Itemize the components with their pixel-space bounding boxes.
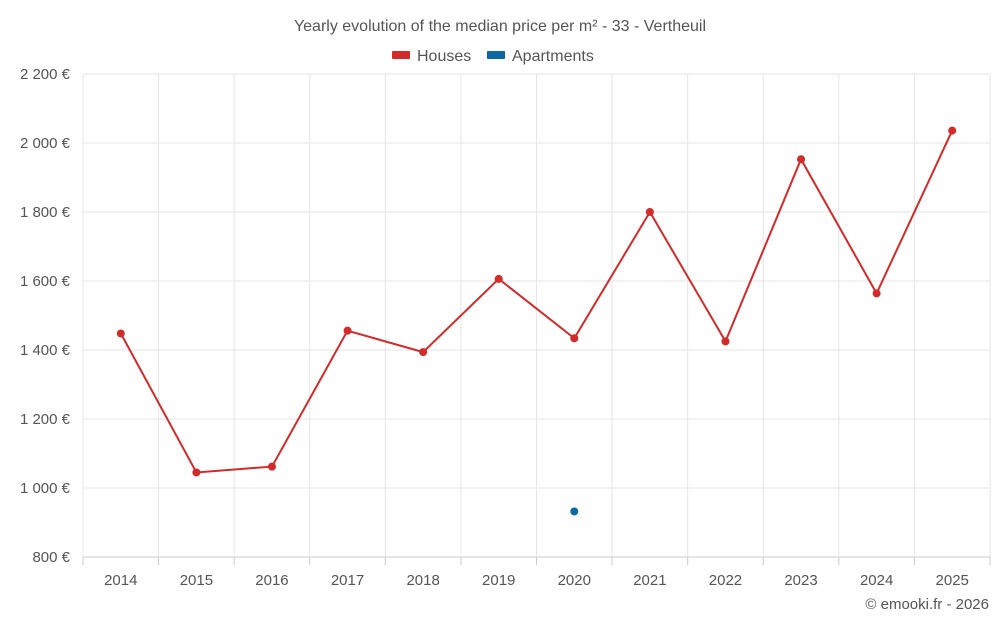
y-tick-label: 800 € — [32, 549, 70, 566]
data-point-houses[interactable] — [797, 155, 806, 164]
legend-label-houses: Houses — [417, 48, 471, 65]
x-tick-label: 2024 — [860, 572, 893, 589]
x-tick-label: 2022 — [709, 572, 742, 589]
data-point-houses[interactable] — [494, 274, 503, 283]
x-tick-label: 2016 — [255, 572, 288, 589]
data-point-houses[interactable] — [721, 337, 730, 346]
series-line-houses — [119, 130, 954, 474]
credit-text: © emooki.fr - 2026 — [865, 596, 989, 613]
data-point-houses[interactable] — [267, 462, 276, 471]
data-point-houses[interactable] — [872, 289, 881, 298]
data-point-houses[interactable] — [116, 329, 125, 338]
x-axis-labels: 2014 2015 2016 2017 2018 2019 2020 2021 2022 2023… — [104, 572, 969, 589]
data-point-houses[interactable] — [570, 334, 579, 343]
legend-swatch-apartments — [487, 51, 505, 59]
y-tick-label: 1 000 € — [20, 480, 71, 497]
x-tick-label: 2018 — [406, 572, 439, 589]
y-axis-labels: 800 € 1 000 € 1 200 € 1 400 € 1 600 € 1 800 €… — [20, 66, 71, 566]
x-tick-label: 2015 — [180, 572, 213, 589]
data-point-houses[interactable] — [645, 208, 654, 216]
y-tick-label: 2 000 € — [20, 135, 71, 152]
x-tick-label: 2025 — [936, 572, 969, 589]
x-tick-label: 2014 — [104, 572, 137, 589]
x-tick-label: 2019 — [482, 572, 515, 589]
data-point-houses[interactable] — [419, 348, 428, 357]
chart-title: Yearly evolution of the median price per… — [294, 18, 706, 35]
legend: Houses Apartments — [392, 48, 594, 65]
data-point-houses[interactable] — [948, 126, 957, 135]
legend-item-houses[interactable]: Houses — [392, 48, 471, 65]
legend-label-apartments: Apartments — [512, 48, 594, 65]
legend-item-apartments[interactable]: Apartments — [487, 48, 594, 65]
y-tick-label: 1 800 € — [20, 204, 71, 221]
data-point-houses[interactable] — [343, 326, 352, 335]
series-apartments — [570, 507, 579, 516]
x-tick-label: 2023 — [784, 572, 817, 589]
grid — [82, 73, 991, 565]
data-point-apartments[interactable] — [570, 507, 579, 516]
x-tick-label: 2017 — [331, 572, 364, 589]
y-tick-label: 2 200 € — [20, 66, 71, 83]
y-tick-label: 1 400 € — [20, 342, 71, 359]
series-houses — [116, 126, 957, 477]
series — [116, 126, 957, 516]
x-tick-label: 2021 — [633, 572, 666, 589]
data-point-houses[interactable] — [192, 468, 201, 477]
y-tick-label: 1 600 € — [20, 273, 71, 290]
y-tick-label: 1 200 € — [20, 411, 71, 428]
x-tick-label: 2020 — [558, 572, 591, 589]
legend-swatch-houses — [392, 51, 410, 59]
